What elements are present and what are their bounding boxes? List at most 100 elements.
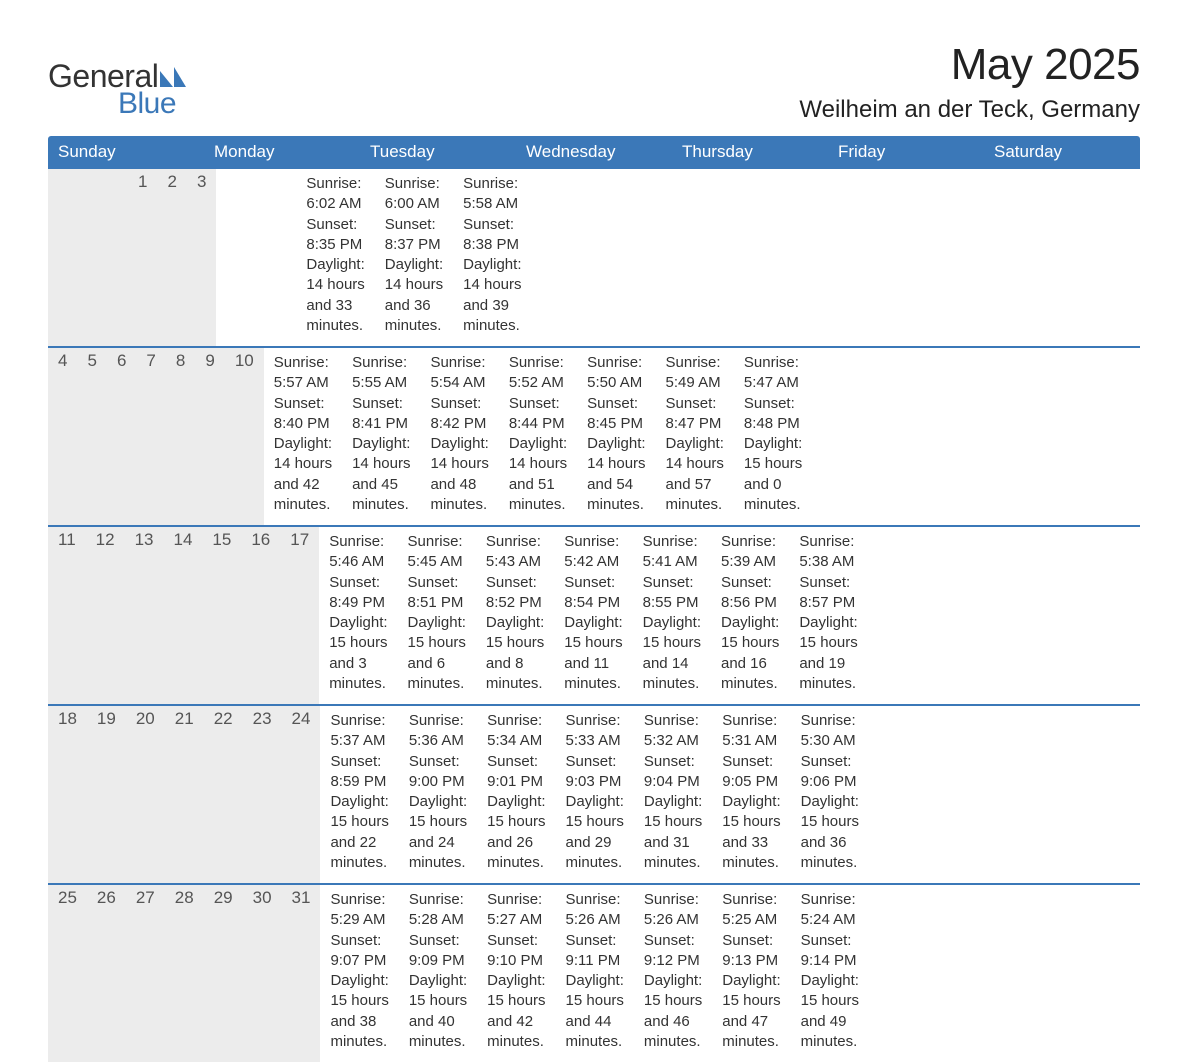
date-detail-cell: Sunrise: 5:54 AMSunset: 8:42 PMDaylight:… — [420, 348, 498, 525]
sunset-line: Sunset: 9:06 PM — [801, 752, 859, 793]
date-number-cell: 18 — [48, 706, 87, 883]
daylight-line: Daylight: 14 hours and 42 minutes. — [274, 434, 332, 515]
date-number-cell: 19 — [87, 706, 126, 883]
date-detail-row: Sunrise: 5:57 AMSunset: 8:40 PMDaylight:… — [264, 348, 813, 525]
sunrise-line: Sunrise: 5:26 AM — [566, 890, 624, 931]
date-detail-cell: Sunrise: 5:47 AMSunset: 8:48 PMDaylight:… — [734, 348, 812, 525]
date-number-cell: 15 — [202, 527, 241, 704]
sunset-line: Sunset: 9:03 PM — [566, 752, 624, 793]
daylight-line: Daylight: 15 hours and 3 minutes. — [329, 613, 387, 694]
date-detail-cell: Sunrise: 5:37 AMSunset: 8:59 PMDaylight:… — [320, 706, 398, 883]
date-detail-cell: Sunrise: 5:25 AMSunset: 9:13 PMDaylight:… — [712, 885, 790, 1062]
daylight-line: Daylight: 15 hours and 0 minutes. — [744, 434, 802, 515]
sunset-line: Sunset: 8:55 PM — [643, 573, 701, 614]
date-number-row: 123 — [48, 169, 216, 346]
sunrise-line: Sunrise: 5:42 AM — [564, 532, 622, 573]
sunrise-line: Sunrise: 5:38 AM — [799, 532, 857, 573]
date-detail-cell: Sunrise: 5:29 AMSunset: 9:07 PMDaylight:… — [320, 885, 398, 1062]
date-detail-cell: Sunrise: 5:58 AMSunset: 8:38 PMDaylight:… — [453, 169, 531, 346]
date-number-cell: 24 — [282, 706, 321, 883]
date-number-cell: 6 — [107, 348, 136, 525]
sunset-line: Sunset: 8:48 PM — [744, 394, 802, 435]
date-number-cell: 14 — [164, 527, 203, 704]
sunset-line: Sunset: 8:42 PM — [430, 394, 488, 435]
date-detail-cell: Sunrise: 5:32 AMSunset: 9:04 PMDaylight:… — [634, 706, 712, 883]
daylight-line: Daylight: 15 hours and 16 minutes. — [721, 613, 779, 694]
daylight-line: Daylight: 15 hours and 40 minutes. — [409, 971, 467, 1052]
date-number-cell: 13 — [125, 527, 164, 704]
sunset-line: Sunset: 9:04 PM — [644, 752, 702, 793]
daylight-line: Daylight: 15 hours and 33 minutes. — [722, 792, 780, 873]
daylight-line: Daylight: 15 hours and 49 minutes. — [801, 971, 859, 1052]
date-detail-cell: Sunrise: 5:50 AMSunset: 8:45 PMDaylight:… — [577, 348, 655, 525]
sunset-line: Sunset: 9:05 PM — [722, 752, 780, 793]
date-number-cell — [48, 169, 68, 346]
day-header-cell: Monday — [204, 136, 360, 169]
day-header-cell: Sunday — [48, 136, 204, 169]
date-detail-cell: Sunrise: 5:38 AMSunset: 8:57 PMDaylight:… — [789, 527, 867, 704]
sunrise-line: Sunrise: 5:45 AM — [408, 532, 466, 573]
date-number-cell: 29 — [204, 885, 243, 1062]
daylight-line: Daylight: 15 hours and 36 minutes. — [801, 792, 859, 873]
date-number-cell: 7 — [136, 348, 165, 525]
day-header-row: SundayMondayTuesdayWednesdayThursdayFrid… — [48, 136, 1140, 169]
date-detail-cell: Sunrise: 5:39 AMSunset: 8:56 PMDaylight:… — [711, 527, 789, 704]
sunset-line: Sunset: 8:47 PM — [666, 394, 724, 435]
date-number-cell: 27 — [126, 885, 165, 1062]
date-number-cell: 2 — [157, 169, 186, 346]
date-number-row: 45678910 — [48, 348, 264, 525]
date-number-cell: 31 — [282, 885, 321, 1062]
sunrise-line: Sunrise: 5:46 AM — [329, 532, 387, 573]
calendar-weeks: 123Sunrise: 6:02 AMSunset: 8:35 PMDaylig… — [48, 169, 1140, 1062]
date-detail-row: Sunrise: 5:37 AMSunset: 8:59 PMDaylight:… — [320, 706, 869, 883]
daylight-line: Daylight: 15 hours and 38 minutes. — [330, 971, 388, 1052]
date-detail-cell: Sunrise: 5:30 AMSunset: 9:06 PMDaylight:… — [791, 706, 869, 883]
date-detail-cell: Sunrise: 5:43 AMSunset: 8:52 PMDaylight:… — [476, 527, 554, 704]
date-number-cell: 21 — [165, 706, 204, 883]
sunrise-line: Sunrise: 5:33 AM — [566, 711, 624, 752]
date-number-cell: 5 — [77, 348, 106, 525]
daylight-line: Daylight: 14 hours and 51 minutes. — [509, 434, 567, 515]
date-number-cell: 11 — [48, 527, 86, 704]
date-detail-cell: Sunrise: 6:00 AMSunset: 8:37 PMDaylight:… — [375, 169, 453, 346]
date-number-cell — [68, 169, 88, 346]
daylight-line: Daylight: 15 hours and 19 minutes. — [799, 613, 857, 694]
date-detail-cell — [216, 169, 236, 346]
date-number-cell — [108, 169, 128, 346]
sunrise-line: Sunrise: 6:00 AM — [385, 174, 443, 215]
date-number-cell: 20 — [126, 706, 165, 883]
daylight-line: Daylight: 14 hours and 57 minutes. — [666, 434, 724, 515]
date-number-cell: 30 — [243, 885, 282, 1062]
date-number-cell: 22 — [204, 706, 243, 883]
date-detail-cell — [236, 169, 256, 346]
daylight-line: Daylight: 15 hours and 42 minutes. — [487, 971, 545, 1052]
daylight-line: Daylight: 15 hours and 31 minutes. — [644, 792, 702, 873]
sunset-line: Sunset: 8:45 PM — [587, 394, 645, 435]
sunrise-line: Sunrise: 5:31 AM — [722, 711, 780, 752]
sunrise-line: Sunrise: 5:47 AM — [744, 353, 802, 394]
sunrise-line: Sunrise: 5:34 AM — [487, 711, 545, 752]
date-number-cell: 1 — [128, 169, 157, 346]
date-detail-cell — [256, 169, 276, 346]
date-detail-row: Sunrise: 5:29 AMSunset: 9:07 PMDaylight:… — [320, 885, 869, 1062]
sunrise-line: Sunrise: 5:24 AM — [801, 890, 859, 931]
sunrise-line: Sunrise: 5:43 AM — [486, 532, 544, 573]
sunrise-line: Sunrise: 5:26 AM — [644, 890, 702, 931]
sunrise-line: Sunrise: 5:57 AM — [274, 353, 332, 394]
brand-logo: General Blue — [48, 40, 186, 121]
sunset-line: Sunset: 8:59 PM — [330, 752, 388, 793]
daylight-line: Daylight: 15 hours and 47 minutes. — [722, 971, 780, 1052]
date-detail-cell: Sunrise: 5:55 AMSunset: 8:41 PMDaylight:… — [342, 348, 420, 525]
date-number-cell: 26 — [87, 885, 126, 1062]
date-detail-cell: Sunrise: 5:33 AMSunset: 9:03 PMDaylight:… — [556, 706, 634, 883]
date-number-cell: 3 — [187, 169, 216, 346]
date-number-row: 18192021222324 — [48, 706, 320, 883]
daylight-line: Daylight: 14 hours and 39 minutes. — [463, 255, 521, 336]
day-header-cell: Thursday — [672, 136, 828, 169]
day-header-cell: Tuesday — [360, 136, 516, 169]
sunset-line: Sunset: 9:13 PM — [722, 931, 780, 972]
month-title: May 2025 — [799, 40, 1140, 90]
sunset-line: Sunset: 8:56 PM — [721, 573, 779, 614]
daylight-line: Daylight: 14 hours and 48 minutes. — [430, 434, 488, 515]
daylight-line: Daylight: 14 hours and 33 minutes. — [306, 255, 364, 336]
